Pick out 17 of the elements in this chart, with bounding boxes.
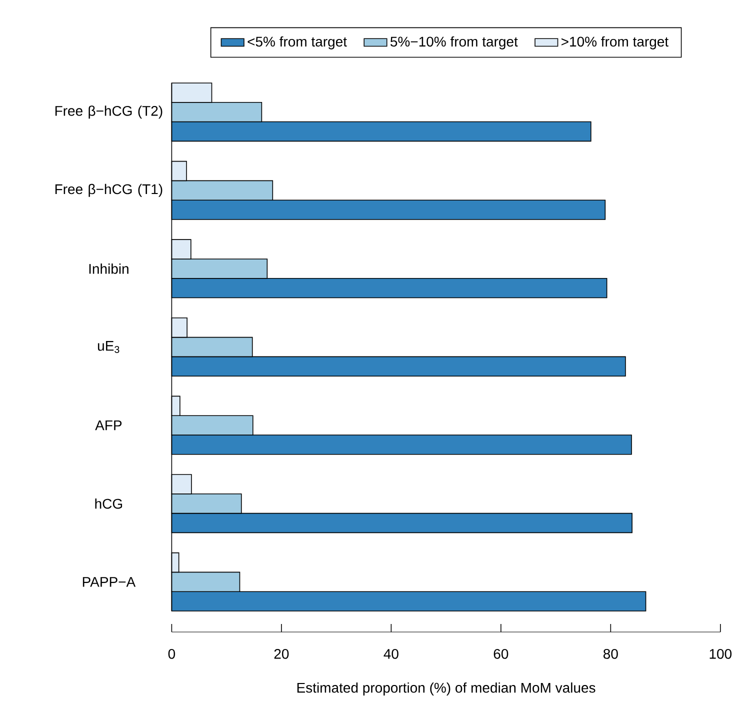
legend-label: >10% from target bbox=[562, 36, 668, 50]
y-tick-label: PAPP−A bbox=[82, 577, 136, 587]
y-tick-label: Free β−hCG (T1) bbox=[55, 184, 162, 197]
x-tick-label: 100 bbox=[710, 648, 732, 659]
y-tick-label: Free β−hCG (T2) bbox=[55, 106, 162, 119]
x-tick-label: 40 bbox=[384, 648, 398, 659]
x-tick-label: 20 bbox=[274, 648, 289, 659]
x-axis-title: Estimated proportion (%) of median MoM values bbox=[297, 682, 596, 696]
x-tick-label: 80 bbox=[603, 648, 618, 659]
y-tick-label: Inhibin bbox=[89, 264, 128, 274]
legend-label: 5%−10% from target bbox=[390, 36, 518, 50]
y-tick-label: uE$_{3}$ bbox=[98, 341, 120, 353]
y-tick-label: AFP bbox=[95, 420, 122, 430]
x-tick-label: 60 bbox=[494, 648, 508, 659]
legend-label: <5% from target bbox=[248, 36, 347, 50]
y-tick-label: hCG bbox=[95, 498, 122, 509]
x-tick-label: 0 bbox=[168, 648, 176, 659]
